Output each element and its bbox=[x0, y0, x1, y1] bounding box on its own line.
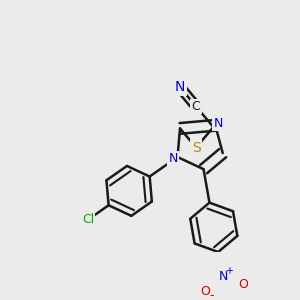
Text: +: + bbox=[225, 266, 233, 276]
Text: Cl: Cl bbox=[82, 213, 94, 226]
Text: N: N bbox=[168, 152, 178, 165]
Text: N: N bbox=[175, 80, 185, 94]
Text: N: N bbox=[213, 117, 223, 130]
Text: O: O bbox=[200, 284, 210, 298]
Text: O: O bbox=[238, 278, 248, 291]
Text: C: C bbox=[192, 100, 200, 113]
Text: -: - bbox=[209, 289, 214, 300]
Text: S: S bbox=[192, 141, 200, 154]
Text: N: N bbox=[219, 270, 228, 283]
